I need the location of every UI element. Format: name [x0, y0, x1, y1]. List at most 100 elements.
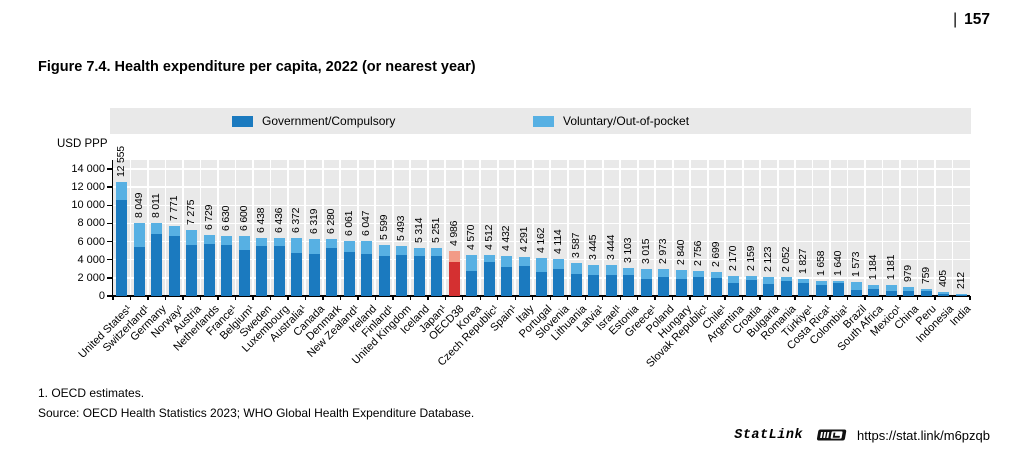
x-axis-tick: [689, 296, 691, 300]
bar-value-label: 2 756: [692, 240, 705, 266]
bar-segment-voluntary: [203, 234, 215, 244]
bar-segment-government: [308, 254, 320, 296]
x-axis-tick: [322, 296, 324, 300]
gridline-vertical: [829, 160, 831, 296]
x-axis-tick: [462, 296, 464, 300]
bar-segment-voluntary: [798, 279, 810, 284]
legend-swatch-voluntary-icon: [533, 115, 554, 127]
gridline-vertical: [531, 160, 534, 296]
bar-segment-voluntary: [710, 271, 722, 279]
gridline-vertical: [426, 160, 429, 296]
bar-segment-voluntary: [308, 238, 320, 255]
gridline-vertical: [199, 160, 202, 296]
bar-value-label: 2 123: [762, 246, 775, 272]
gridline-vertical: [321, 160, 324, 296]
gridline-vertical: [129, 160, 132, 296]
bar-segment-government: [623, 275, 635, 296]
statlink-line: StatLink https://stat.link/m6pzqb: [734, 427, 990, 443]
legend-label-government: Government/Compulsory: [262, 114, 396, 128]
x-axis-tick: [829, 296, 831, 300]
gridline-vertical: [234, 160, 237, 296]
x-axis-tick: [199, 296, 202, 300]
bar-segment-voluntary: [291, 238, 303, 254]
x-axis-tick: [252, 296, 254, 300]
y-axis-tick: [107, 277, 113, 279]
bar-segment-government: [361, 253, 373, 296]
x-axis-tick: [427, 296, 429, 300]
bar-segment-voluntary: [221, 235, 233, 245]
gridline-vertical: [916, 160, 919, 296]
bar-segment-government: [203, 243, 215, 296]
y-axis-tick: [107, 240, 113, 243]
gridline-vertical: [147, 160, 149, 296]
x-axis-tick: [129, 296, 132, 300]
x-axis-tick: [182, 296, 184, 300]
x-axis-tick: [671, 296, 674, 300]
bar-segment-voluntary: [116, 182, 128, 200]
bar-value-label: 3 587: [569, 233, 582, 259]
x-axis-tick: [811, 296, 814, 300]
x-axis-tick: [549, 296, 551, 300]
y-axis-tick-label: 2 000: [77, 271, 105, 284]
bar-segment-voluntary: [780, 277, 792, 282]
bar-segment-government: [833, 283, 845, 296]
bar-value-label: 6 438: [255, 207, 268, 233]
bar-segment-voluntary: [238, 236, 250, 250]
bar-segment-government: [238, 249, 250, 296]
bar-segment-voluntary: [955, 294, 967, 296]
bar-value-label: 4 570: [465, 224, 478, 250]
gridline-horizontal: [113, 204, 970, 207]
footnote-source: Source: OECD Health Statistics 2023; WHO…: [38, 406, 475, 420]
bar-value-label: 4 432: [500, 225, 513, 251]
bar-segment-government: [256, 246, 268, 296]
gridline-vertical: [671, 160, 674, 296]
figure-title: Figure 7.4. Health expenditure per capit…: [38, 59, 476, 75]
bar-value-label: 4 162: [535, 227, 547, 254]
bar-value-label: 3 444: [604, 234, 617, 260]
gridline-vertical: [269, 160, 272, 296]
bar-segment-voluntary: [920, 289, 932, 292]
bar-segment-government: [448, 261, 460, 296]
statlink-url[interactable]: https://stat.link/m6pzqb: [857, 427, 990, 443]
bar-value-label: 5 251: [430, 218, 443, 244]
bar-segment-government: [763, 284, 775, 296]
bar-value-label: 3 103: [622, 237, 635, 263]
gridline-vertical: [496, 160, 499, 296]
bar-segment-voluntary: [536, 258, 547, 272]
bar-segment-government: [728, 282, 740, 296]
bar-segment-government: [378, 256, 390, 296]
bar-segment-voluntary: [815, 280, 827, 286]
x-axis-tick: [776, 296, 779, 300]
gridline-vertical: [724, 160, 727, 296]
bar-segment-government: [885, 290, 897, 296]
bar-segment-voluntary: [186, 230, 198, 246]
gridline-vertical: [391, 160, 394, 296]
bar-value-label: 6 372: [290, 207, 303, 234]
bar-segment-government: [501, 267, 513, 296]
x-axis-tick: [409, 296, 412, 300]
gridline-vertical: [252, 160, 254, 296]
bar-value-label: 3 015: [639, 238, 652, 264]
gridline-vertical: [794, 160, 796, 296]
bar-segment-government: [658, 276, 670, 296]
gridline-vertical: [584, 160, 587, 296]
gridline-vertical: [899, 160, 901, 296]
x-axis-tick: [374, 296, 377, 300]
bar-segment-government: [798, 283, 810, 296]
gridline-vertical: [776, 160, 779, 296]
gridline-vertical: [864, 160, 866, 296]
bar-segment-voluntary: [588, 264, 600, 275]
gridline-vertical: [339, 160, 342, 296]
y-axis-tick: [107, 222, 113, 225]
bar-value-label: 979: [902, 265, 915, 283]
y-axis-tick-label: 14 000: [71, 163, 105, 175]
bar-segment-government: [675, 278, 687, 296]
y-axis-unit-label: USD PPP: [57, 138, 108, 150]
bar-chart-plot-area: 0 2 000 4 000 6 000 8 000 10 000 12 000 14 000 1…: [71, 146, 973, 370]
bar-value-label: 1 658: [814, 250, 827, 276]
bar-value-label: 6 436: [272, 207, 285, 233]
bar-segment-government: [466, 270, 478, 296]
bar-value-label: 2 840: [674, 239, 687, 266]
bar-segment-government: [221, 244, 233, 296]
bar-segment-government: [605, 274, 617, 296]
